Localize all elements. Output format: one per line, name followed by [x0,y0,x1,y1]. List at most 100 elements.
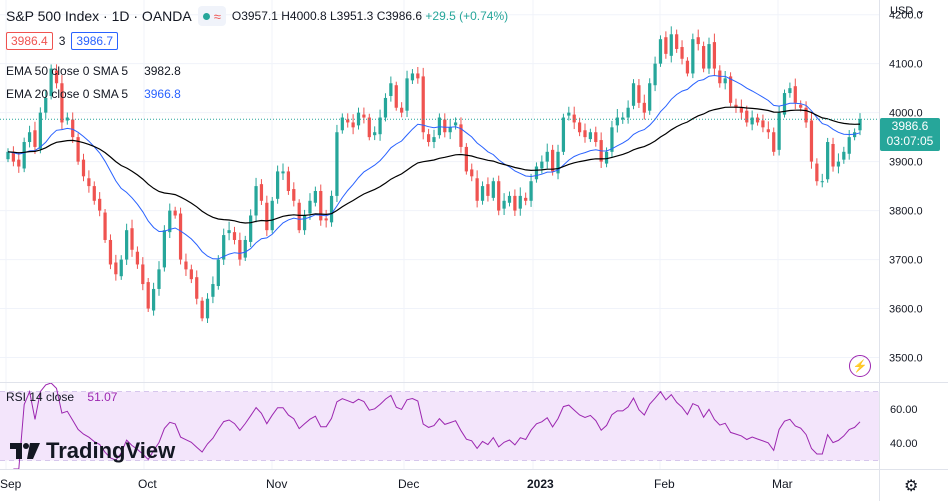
candle-body [324,218,328,221]
candle-body [788,88,792,94]
candle-body [653,63,657,86]
candle-body [648,83,652,111]
candle-body [259,184,264,201]
candle-body [265,202,269,231]
candle-body [276,171,280,199]
candle-body [842,151,846,160]
candle-body [577,122,582,133]
candle-body [319,191,323,221]
price-tick-label: 3900.0 [889,157,923,169]
candle-body [205,298,210,319]
candle-body [761,120,765,128]
candle-body [232,232,237,240]
candle-body [33,130,37,147]
candle-body [81,159,86,177]
candle-body [755,117,760,123]
time-tick-label: Feb [654,477,675,491]
time-tick-label: Sep [0,477,22,491]
currency-selector[interactable]: USD ⌄ [890,4,926,17]
candle-body [151,288,156,311]
candle-body [356,112,361,126]
candle-body [281,171,285,174]
last-price-tag: 3986.6 03:07:05 [880,118,940,151]
time-axis: Sep Oct Nov Dec 2023 Feb Mar [0,477,793,491]
candle-body [497,181,501,211]
candle-body [373,132,377,136]
rsi-tick-label: 60.00 [890,404,918,416]
candle-body [572,114,576,123]
candle-body [362,114,366,118]
candle-body [22,142,26,169]
gear-icon[interactable]: ⚙ [904,478,919,495]
candle-body [351,122,355,128]
candle-body [513,195,517,211]
ema20-label: EMA 20 close 0 SMA 5 [6,87,129,101]
candle-body [583,130,587,138]
candle-body [405,78,409,111]
candle-body [809,120,814,162]
candle-body [76,137,80,162]
ema50-legend[interactable]: EMA 50 close 0 SMA 5 3982.8 [6,64,181,78]
candle-body [394,85,398,108]
candle-body [480,186,485,201]
candle-body [551,149,555,172]
candle-body [669,34,673,56]
candle-body [426,134,431,143]
candle-body [400,107,404,113]
bid-ask: 3986.4 3 3986.7 [6,32,119,50]
candle-body [87,178,91,187]
main-grid [0,0,879,469]
candle-body [502,200,506,209]
tv-logo-icon [10,443,40,459]
price-tick-label: 3800.0 [889,206,923,218]
time-tick-label: Oct [138,477,157,491]
rsi-line [13,382,861,470]
candle-body [642,102,646,113]
rsi-legend[interactable]: RSI 14 close 51.07 [6,390,117,404]
candle-body [178,213,183,260]
buy-price-button[interactable]: 3986.7 [71,32,119,50]
candle-body [114,262,118,275]
sell-price-button[interactable]: 3986.4 [6,32,53,50]
candle-body [141,264,145,285]
candle-body [734,104,738,108]
ema20-legend[interactable]: EMA 20 close 0 SMA 5 3966.8 [6,87,181,101]
candle-body [302,215,307,231]
candle-body [367,117,371,138]
candle-body [103,212,107,240]
candle-body [443,119,447,133]
candle-body [723,78,727,84]
candle-body [108,239,113,265]
symbol-title[interactable]: S&P 500 Index · 1D · OANDA [6,8,192,24]
candle-body [254,186,258,216]
candle-body [389,83,393,96]
candle-body [292,189,296,201]
candle-body [604,151,609,164]
candle-body [836,161,841,167]
bar-countdown: 03:07:05 [886,134,934,148]
candle-body [777,112,781,150]
change-value: +29.5 (+0.74%) [425,9,509,23]
candle-body [249,215,253,242]
open-value: O3957.1 [231,9,278,23]
candle-body [728,76,733,103]
currency-label: USD [890,5,914,17]
price-tick-label: 4100.0 [889,59,923,71]
low-value: L3951.3 [329,9,374,23]
candle-body [621,117,625,120]
price-tick-label: 4000.0 [889,108,923,120]
candle-body [421,76,425,133]
rsi-value: 51.07 [87,390,118,404]
candle-body [637,85,641,103]
candle-body [297,202,301,231]
lightning-icon[interactable]: ⚡ [849,355,871,377]
candles [6,26,862,323]
tradingview-logo[interactable]: TradingView [10,438,175,464]
market-status-pill[interactable]: ≈ [197,6,226,26]
candle-body [707,44,711,69]
candle-body [119,259,123,277]
candle-body [162,230,166,268]
candle-body [567,112,571,116]
